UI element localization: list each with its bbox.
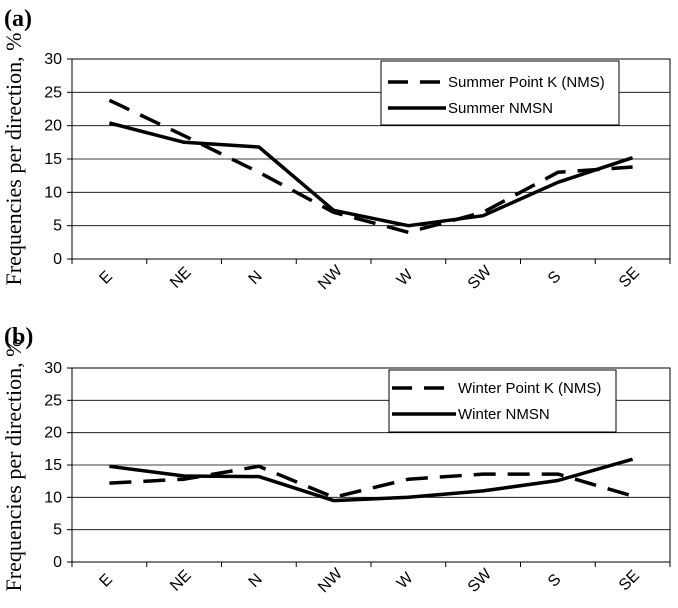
series-group-a: [108, 98, 634, 235]
x-tick-label: NW: [315, 262, 347, 294]
x-ticks-a: E NE N NW W SW S SE: [71, 259, 671, 294]
y-tick-label: 20: [44, 118, 62, 135]
x-tick-label: SE: [616, 567, 643, 594]
y-tick-label: 15: [44, 151, 62, 168]
series-group-b: [109, 457, 634, 503]
chart-panel-a: (a) Frequencies per direction, % 0 5 10 15 2…: [1, 6, 671, 294]
y-tick-label: 0: [53, 554, 62, 571]
legend-label-dashed-a: Summer Point K (NMS): [448, 74, 605, 91]
y-ticks-a: 0 5 10 15 20 25 30: [44, 51, 72, 268]
x-tick-label: SW: [465, 262, 496, 293]
x-tick-label: S: [545, 571, 565, 591]
panel-label-a: (a): [4, 6, 32, 32]
y-tick-label: 0: [53, 251, 62, 268]
x-tick-label: NE: [167, 567, 195, 595]
x-tick-label: NE: [167, 264, 195, 292]
y-tick-label: 20: [44, 425, 62, 442]
x-ticks-b: E NE N NW W SW S SE: [71, 562, 671, 597]
legend-label-dashed-b: Winter Point K (NMS): [458, 380, 601, 397]
y-tick-label: 10: [44, 489, 62, 506]
y-tick-label: 5: [53, 522, 62, 539]
x-tick-label: E: [96, 268, 116, 288]
y-axis-label-a: Frequencies per direction, %: [1, 33, 26, 286]
y-tick-label: 25: [44, 84, 62, 101]
legend-a: Summer Point K (NMS) Summer NMSN: [380, 60, 620, 126]
panel-label-b: (b): [4, 324, 33, 350]
series-line-solid-b: [109, 457, 634, 503]
y-tick-label: 30: [44, 51, 62, 68]
y-tick-label: 25: [44, 392, 62, 409]
legend-label-solid-a: Summer NMSN: [448, 100, 553, 117]
x-tick-label: S: [545, 268, 565, 288]
x-tick-label: SW: [465, 565, 496, 596]
x-tick-label: W: [394, 266, 417, 289]
y-tick-label: 15: [44, 457, 62, 474]
x-tick-label: N: [246, 571, 266, 591]
x-tick-label: W: [394, 569, 417, 592]
y-tick-label: 5: [53, 218, 62, 235]
x-tick-label: N: [246, 268, 266, 288]
y-ticks-b: 0 5 10 15 20 25 30: [44, 360, 72, 571]
y-tick-label: 10: [44, 184, 62, 201]
legend-box-b: [388, 369, 617, 433]
legend-label-solid-b: Winter NMSN: [458, 406, 550, 423]
x-tick-label: SE: [616, 264, 643, 291]
legend-box-a: [380, 60, 620, 126]
chart-panel-b: (b) Frequencies per direction, % 0 5 10 15 2…: [1, 324, 671, 597]
y-tick-label: 30: [44, 360, 62, 377]
y-axis-label-b: Frequencies per direction, %: [1, 339, 26, 592]
legend-b: Winter Point K (NMS) Winter NMSN: [388, 369, 617, 433]
series-line-dashed-a: [108, 98, 633, 235]
x-tick-label: E: [96, 571, 116, 591]
x-tick-label: NW: [315, 565, 347, 597]
series-line-solid-a: [108, 121, 634, 228]
